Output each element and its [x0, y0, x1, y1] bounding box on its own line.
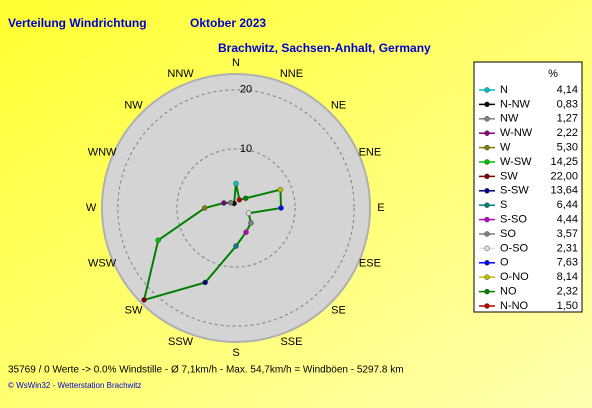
legend-name: W [500, 142, 511, 154]
axis-label: SSW [168, 336, 194, 348]
data-marker [233, 180, 239, 187]
plot-disc [101, 73, 371, 343]
data-marker [141, 297, 147, 303]
axis-label: N [232, 57, 240, 69]
legend-value: 0,83 [557, 98, 578, 110]
legend-value: 2,22 [557, 127, 578, 139]
legend-value: 4,44 [557, 214, 578, 226]
legend-name: N [500, 84, 508, 96]
grid-ring [176, 148, 296, 268]
legend-value: 3,57 [557, 228, 578, 240]
legend-marker [484, 274, 490, 280]
legend-name: W-SW [500, 156, 532, 168]
legend-name: N-NO [500, 300, 529, 312]
legend-marker [484, 288, 490, 295]
axis-label: NE [331, 99, 346, 111]
legend-value: 5,30 [557, 142, 578, 154]
legend-marker [484, 173, 490, 180]
data-marker [242, 195, 249, 202]
r-tick-label: 10 [240, 143, 252, 155]
legend-marker [484, 260, 490, 266]
legend-name: S-SW [500, 185, 529, 197]
r-tick-label: 20 [240, 84, 252, 96]
axis-label: E [377, 202, 384, 214]
axis-label: NW [124, 99, 143, 111]
data-marker [221, 200, 227, 206]
legend-value: 1,27 [557, 113, 578, 125]
legend-name: O-SO [500, 242, 529, 254]
data-marker [248, 220, 254, 226]
location: Brachwitz, Sachsen-Anhalt, Germany [218, 41, 431, 55]
legend-marker [484, 87, 490, 93]
legend-marker [484, 101, 490, 108]
chart-title: Verteilung Windrichtung [8, 16, 147, 30]
legend-marker [484, 216, 490, 223]
grid-ring [117, 89, 355, 327]
data-marker [236, 197, 243, 203]
data-marker [277, 186, 284, 193]
data-marker [278, 205, 284, 211]
legend-name: S [500, 199, 507, 211]
legend-value: 2,31 [557, 242, 578, 254]
legend-name: N-NW [500, 98, 531, 110]
legend-marker [484, 130, 490, 136]
axis-label: SSE [280, 336, 302, 348]
axis-label: S [232, 347, 239, 359]
legend-name: S-SO [500, 214, 527, 226]
axis-label: W [86, 202, 97, 214]
legend-name: SO [500, 228, 516, 240]
legend-name: O [500, 257, 509, 269]
axis-label: WNW [88, 146, 117, 158]
legend-value: 8,14 [557, 271, 578, 283]
legend-name: W-NW [500, 127, 533, 139]
legend-value: 22,00 [550, 170, 578, 182]
legend-value: 1,50 [557, 300, 578, 312]
data-marker [155, 237, 161, 243]
legend-marker [484, 144, 490, 151]
legend-value: 7,63 [557, 257, 578, 269]
axis-label: ESE [359, 257, 381, 269]
footer: 35769 / 0 Werte -> 0.0% Windstille - Ø 7… [8, 365, 404, 376]
credit: © WsWin32 - Wetterstation Brachwitz [8, 381, 141, 390]
axis-label: SW [125, 304, 143, 316]
legend-marker [484, 159, 490, 165]
data-marker [245, 210, 252, 216]
data-marker [202, 279, 208, 286]
axis-label: NNW [167, 68, 194, 80]
data-marker [227, 199, 234, 206]
legend-value: 14,25 [550, 156, 578, 168]
axis-label: ENE [359, 146, 382, 158]
legend-name: NO [500, 286, 517, 298]
legend-value: 4,14 [557, 84, 578, 96]
axis-label: WSW [88, 257, 117, 269]
legend-unit: % [548, 68, 558, 80]
legend-marker [484, 303, 490, 309]
data-marker [201, 205, 208, 211]
legend-value: 2,32 [557, 286, 578, 298]
legend-marker [484, 116, 490, 122]
data-marker [243, 229, 249, 235]
legend-name: O-NO [500, 271, 529, 283]
axis-label: SE [331, 304, 346, 316]
legend-marker [484, 245, 490, 252]
legend-marker [484, 202, 490, 208]
legend-value: 6,44 [557, 199, 578, 211]
legend-name: NW [500, 113, 519, 125]
legend-marker [484, 188, 490, 194]
period: Oktober 2023 [190, 16, 266, 30]
legend-value: 13,64 [550, 185, 578, 197]
legend-name: SW [500, 170, 518, 182]
axis-label: NNE [280, 68, 303, 80]
legend-marker [484, 231, 490, 237]
data-marker [233, 243, 239, 249]
